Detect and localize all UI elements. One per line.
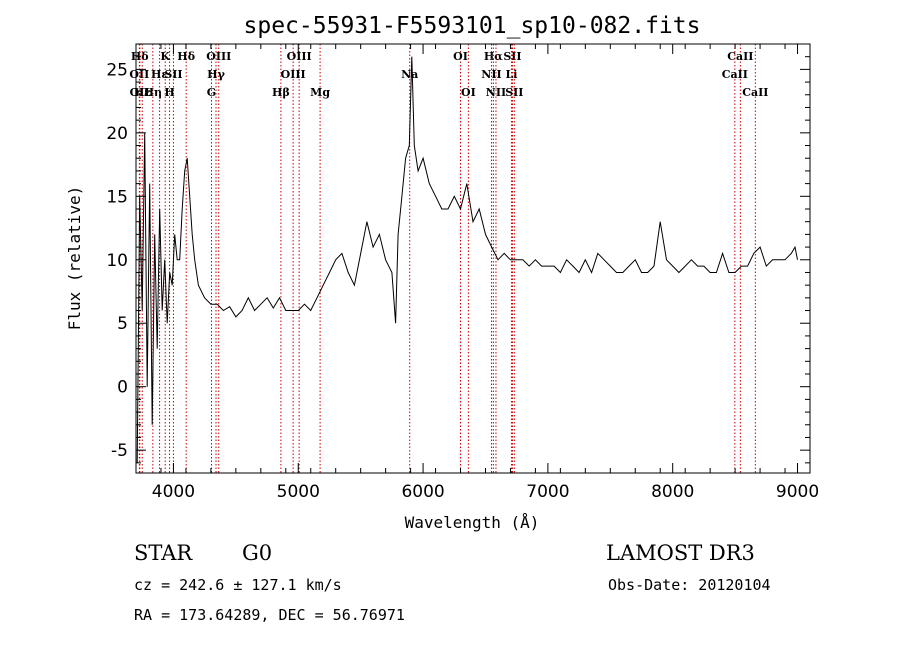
line-label: OIII (287, 50, 312, 63)
x-tick-label: 7000 (526, 482, 569, 502)
line-label: NII (481, 68, 501, 81)
line-label: G (207, 86, 216, 99)
line-label: Li (505, 68, 517, 81)
spectrum-line (136, 56, 798, 463)
line-label: CaII (727, 50, 753, 63)
chart-title: spec-55931-F5593101_sp10-082.fits (244, 13, 701, 39)
line-label: Hβ (272, 86, 290, 99)
y-tick-label: 25 (106, 60, 128, 80)
object-subclass: G0 (242, 541, 272, 565)
x-tick-label: 6000 (401, 482, 444, 502)
obs-date: Obs-Date: 20120104 (608, 576, 771, 594)
x-tick-label: 9000 (776, 482, 819, 502)
line-label: H (164, 86, 174, 99)
line-label: K (160, 50, 170, 63)
redshift-text: cz = 242.6 ± 127.1 km/s (134, 576, 342, 594)
line-label: OII (130, 86, 150, 99)
x-tick-label: 5000 (277, 482, 320, 502)
line-label: Hα (484, 50, 503, 63)
y-tick-label: 0 (117, 378, 128, 398)
x-axis-label: Wavelength (Å) (405, 513, 540, 532)
x-tick-label: 4000 (152, 482, 195, 502)
x-tick-label: 8000 (651, 482, 694, 502)
line-label: Mg (310, 86, 330, 99)
y-tick-label: 15 (106, 187, 128, 207)
line-label: SII (505, 86, 523, 99)
coordinates: RA = 173.64289, DEC = 56.76971 (134, 606, 405, 624)
line-label: Hε (134, 86, 151, 99)
line-label: OII (129, 68, 149, 81)
object-class: STAR (134, 541, 193, 565)
line-label: OIII (281, 68, 306, 81)
line-label: OI (453, 50, 468, 63)
survey-name: LAMOST DR3 (606, 541, 755, 565)
line-label: Hη (144, 86, 162, 99)
line-label: OIII (206, 50, 231, 63)
y-tick-label: -5 (111, 441, 128, 461)
emission-line-markers: HδOIIOIIHεHηHεKSIIHHδOIIIHγGHβOIIIOIIIMg… (129, 44, 768, 473)
y-tick-label: 10 (106, 251, 128, 271)
plot-frame (135, 43, 811, 474)
line-label: SII (503, 50, 521, 63)
line-label: CaII (722, 68, 748, 81)
line-label: Hδ (177, 50, 195, 63)
line-label: CaII (742, 86, 768, 99)
line-label: NII (486, 86, 506, 99)
y-tick-label: 20 (106, 124, 128, 144)
line-label: SII (164, 68, 182, 81)
line-label: Hε (151, 68, 168, 81)
line-label: Na (401, 68, 418, 81)
y-tick-label: 5 (117, 314, 128, 334)
axis-ticks: 4000 5000 6000 7000 8000 9000 -5 0 5 10 15 20 25 (106, 44, 819, 502)
line-label: Hγ (207, 68, 225, 81)
line-label: OI (461, 86, 476, 99)
y-axis-label: Flux (relative) (65, 186, 84, 331)
